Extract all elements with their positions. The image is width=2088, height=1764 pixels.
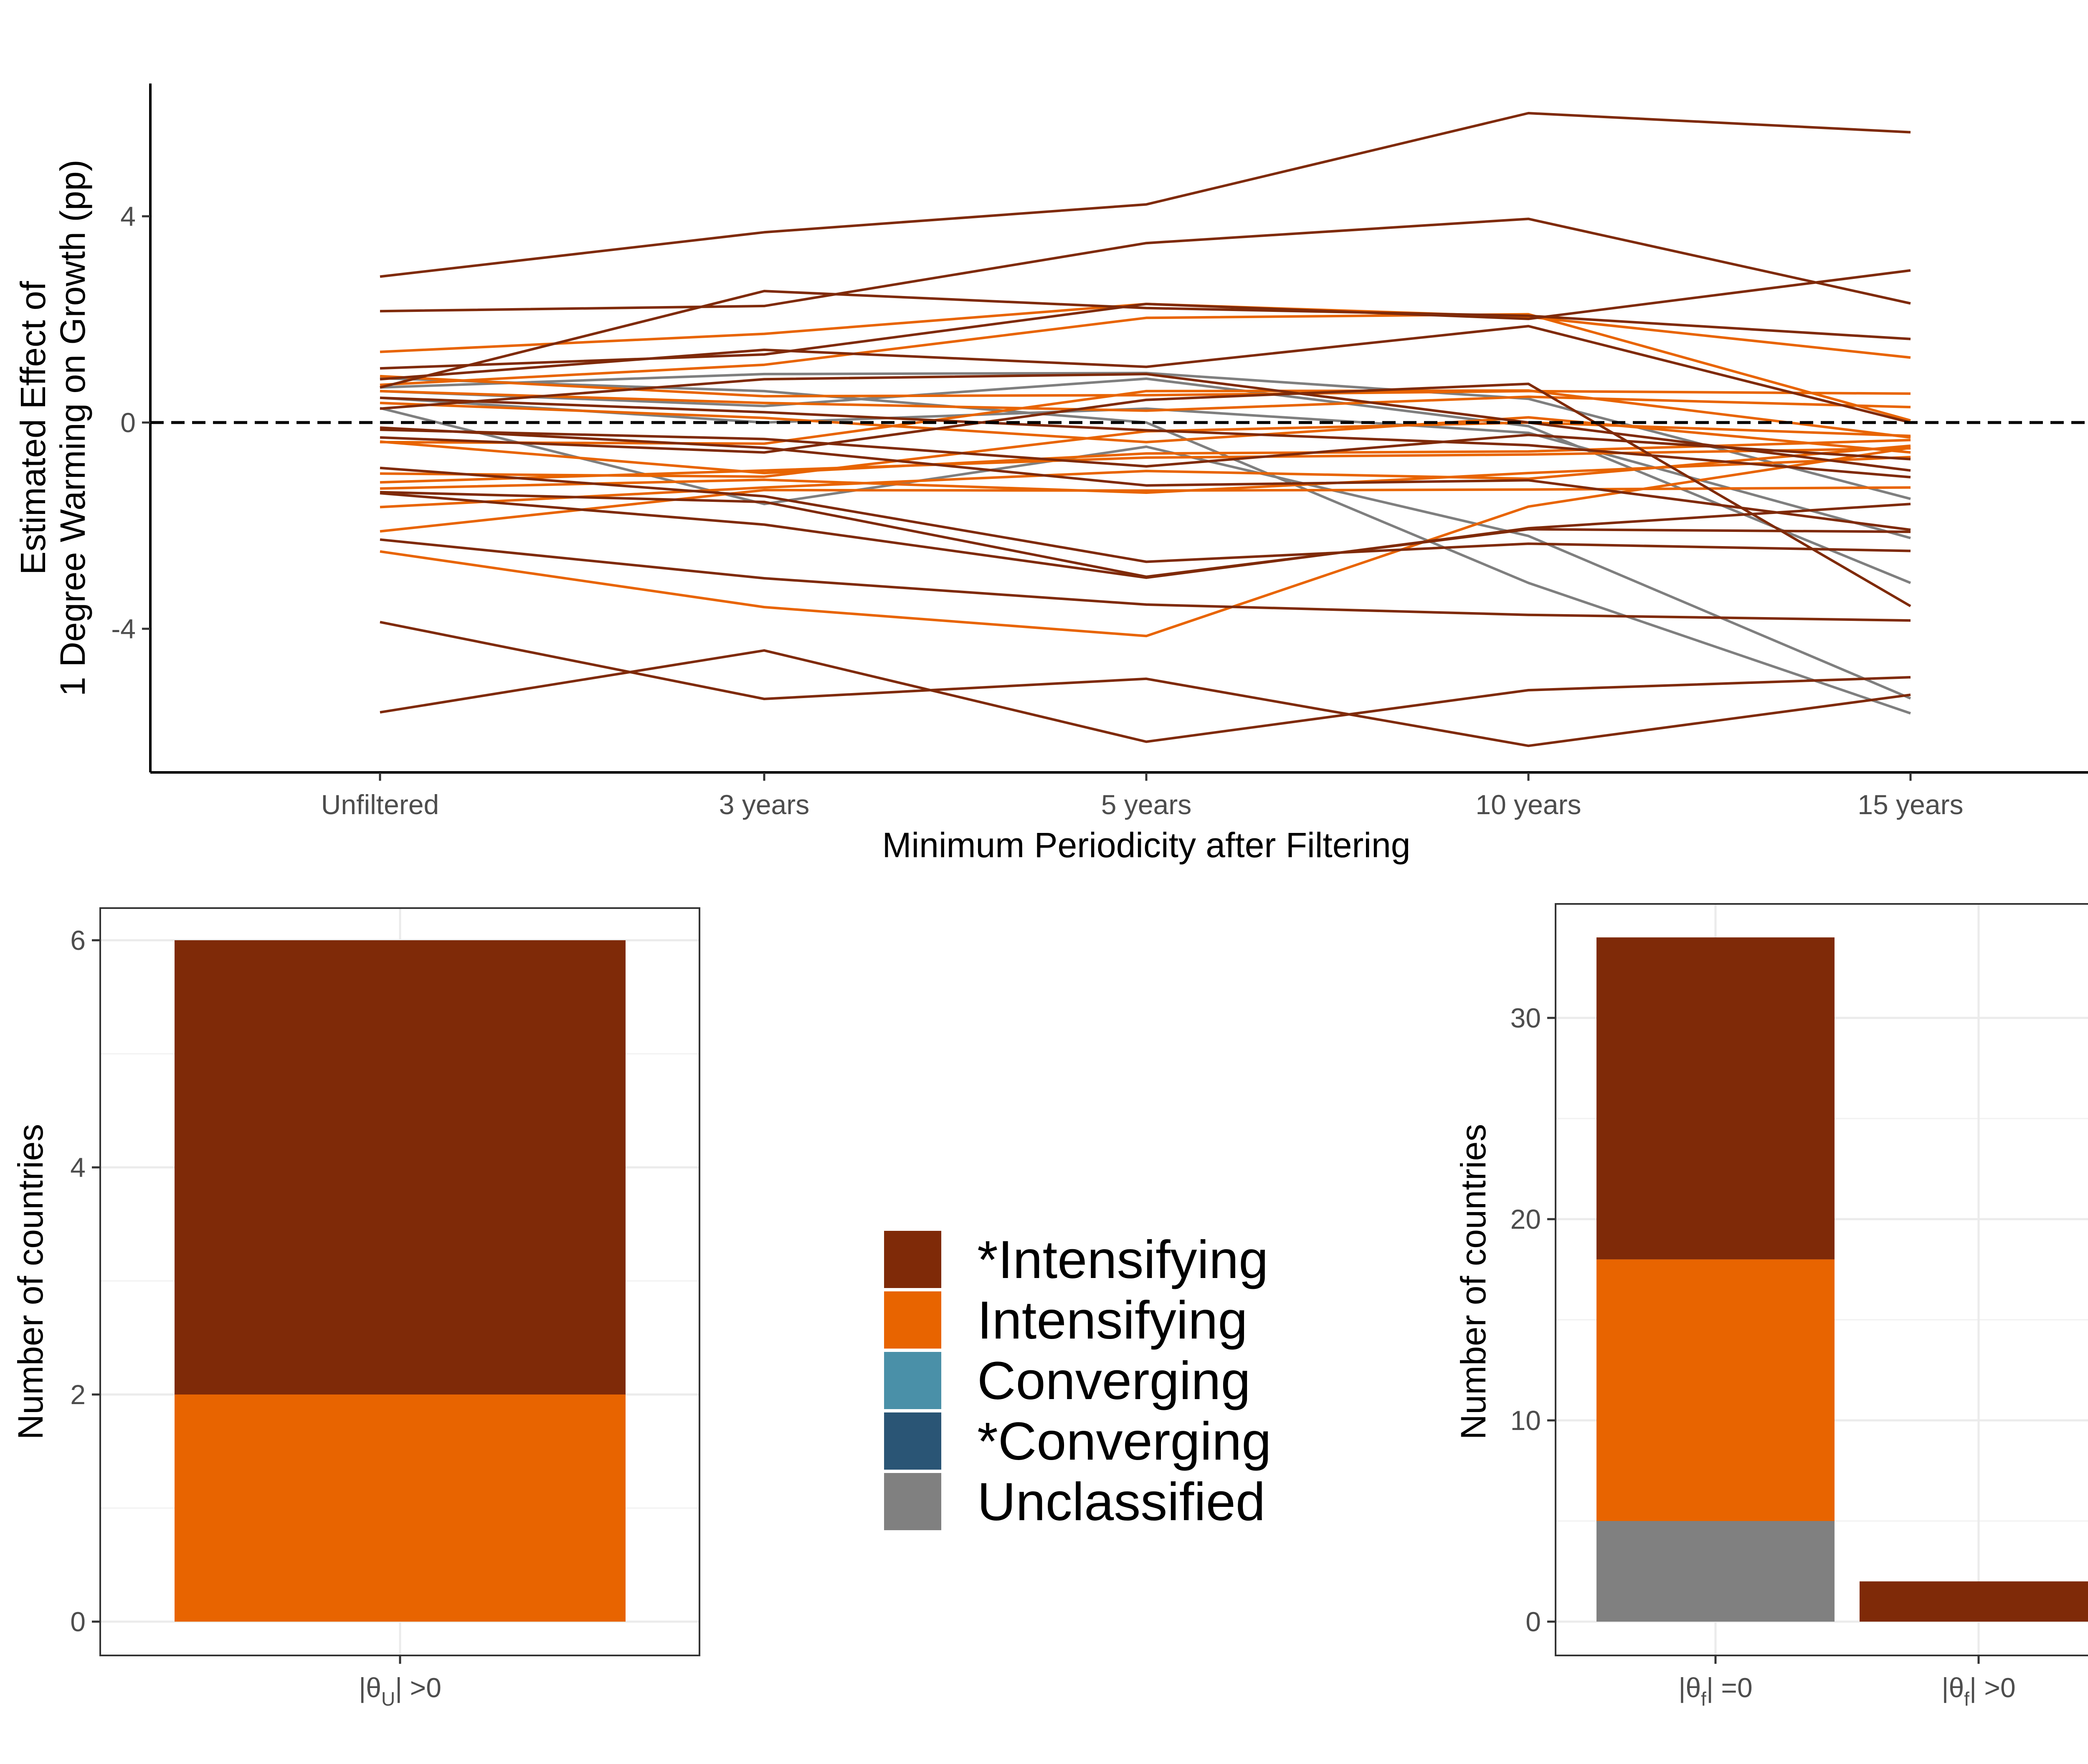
- series-line-34: [380, 377, 1911, 584]
- legend-swatch-star-converging: [884, 1412, 941, 1470]
- y-tick-label: 30: [1510, 1002, 1541, 1033]
- series-line-16: [380, 428, 1911, 468]
- y-tick-label: 0: [70, 1606, 86, 1637]
- line-chart-series: [380, 112, 1911, 747]
- legend-swatch-intensifying: [884, 1291, 941, 1349]
- y-tick-label: 4: [70, 1152, 86, 1183]
- x-tick-label: Unfiltered: [321, 789, 439, 820]
- bar-chart-left-bars: [175, 940, 626, 1622]
- bar-chart-right-ticks: 0 10 20 30 |θf| =0 |θf| >0: [1510, 1002, 2016, 1710]
- legend-swatch-converging: [884, 1352, 941, 1409]
- bar-segment: [175, 1394, 626, 1622]
- series-line-21: [380, 402, 1911, 454]
- series-line-13: [380, 649, 1911, 743]
- series-line-12: [380, 620, 1911, 747]
- series-line-26: [380, 486, 1911, 533]
- series-line-18: [380, 313, 1911, 422]
- bar-chart-left-y-title: Number of countries: [11, 1124, 50, 1440]
- series-line-20: [380, 390, 1911, 412]
- bar-chart-right-y-title: Number of countries: [1454, 1124, 1493, 1440]
- x-tick-label: |θf| >0: [1941, 1672, 2015, 1710]
- series-line-6: [380, 372, 1911, 472]
- series-line-22: [380, 439, 1911, 474]
- bar-segment: [175, 940, 626, 1394]
- x-tick-label: 10 years: [1475, 789, 1581, 820]
- y-tick-label: 2: [70, 1379, 86, 1410]
- y-tick-label: 0: [1525, 1606, 1541, 1637]
- legend-label-star-converging: *Converging: [977, 1412, 1271, 1471]
- series-line-8: [380, 466, 1911, 563]
- series-line-33: [380, 377, 1911, 715]
- x-tick-label: |θf| =0: [1678, 1672, 1752, 1710]
- legend-label-unclassified: Unclassified: [977, 1472, 1265, 1532]
- line-chart-x-title: Minimum Periodicity after Filtering: [882, 825, 1410, 865]
- series-line-32: [380, 407, 1911, 700]
- series-line-7: [380, 382, 1911, 607]
- y-tick-label: -4: [111, 613, 136, 644]
- series-line-11: [380, 538, 1911, 622]
- x-tick-label: 5 years: [1101, 789, 1191, 820]
- series-line-14: [380, 491, 1911, 578]
- y-tick-label: 6: [70, 925, 86, 956]
- series-line-3: [380, 218, 1911, 313]
- legend-swatch-star-intensifying: [884, 1231, 941, 1288]
- bar-segment: [1596, 1259, 1835, 1521]
- series-line-24: [380, 447, 1911, 484]
- bar-segment: [1860, 1581, 2088, 1622]
- legend-label-converging: Converging: [977, 1351, 1251, 1411]
- series-line-2: [380, 290, 1911, 389]
- line-chart-ticks: -4 0 4 Unfiltered 3 years 5 years 10 years 15 y…: [111, 201, 1963, 820]
- x-tick-label: |θU| >0: [359, 1672, 441, 1710]
- line-chart-y-title-line1: Estimated Effect of: [13, 281, 53, 575]
- x-tick-label: 3 years: [719, 789, 809, 820]
- bar-chart-right-border: [1555, 903, 2088, 1656]
- series-line-1: [380, 112, 1911, 278]
- legend-label-star-intensifying: *Intensifying: [977, 1230, 1268, 1290]
- series-line-10: [380, 426, 1911, 531]
- bar-segment: [1596, 1521, 1835, 1622]
- bar-chart-left: 0 2 4 6 |θU| >0 Number of countries: [11, 907, 700, 1710]
- y-tick-label: 20: [1510, 1204, 1541, 1235]
- legend: *IntensifyingIntensifyingConverging*Conv…: [884, 1230, 1271, 1532]
- series-line-15: [380, 396, 1911, 478]
- series-line-5: [380, 269, 1911, 370]
- series-line-29: [380, 389, 1911, 445]
- bar-chart-right-bars: [1596, 937, 2088, 1622]
- y-tick-label: 4: [120, 201, 136, 232]
- x-tick-label: 15 years: [1857, 789, 1963, 820]
- legend-swatch-unclassified: [884, 1473, 941, 1530]
- legend-label-intensifying: Intensifying: [977, 1291, 1248, 1350]
- line-chart-y-title-line2: 1 Degree Warming on Growth (pp): [53, 159, 92, 696]
- y-tick-label: 0: [120, 407, 136, 438]
- line-chart: -4 0 4 Unfiltered 3 years 5 years 10 years 15 y…: [13, 84, 2088, 865]
- bar-chart-right: 0 10 20 30 |θf| =0 |θf| >0 Number of countrie…: [1454, 903, 2088, 1710]
- series-line-28: [380, 456, 1911, 494]
- y-tick-label: 10: [1510, 1405, 1541, 1436]
- bar-segment: [1596, 937, 1835, 1260]
- series-line-27: [380, 446, 1911, 638]
- bar-chart-left-ticks: 0 2 4 6 |θU| >0: [70, 925, 441, 1710]
